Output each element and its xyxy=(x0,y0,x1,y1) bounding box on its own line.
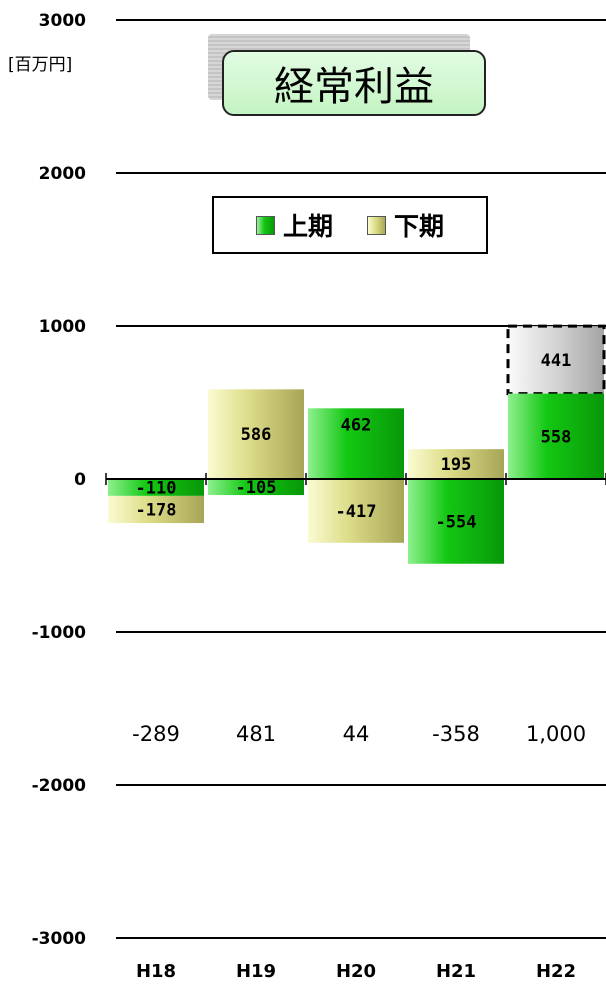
x-tick-label: H21 xyxy=(436,961,476,982)
bar-second-half xyxy=(108,495,204,524)
value-label-second-half: 586 xyxy=(241,425,272,445)
x-tick-label: H20 xyxy=(336,961,376,982)
value-label-second-half: 441 xyxy=(541,351,572,371)
y-tick-label: -2000 xyxy=(32,776,87,796)
x-tick-label: H22 xyxy=(536,961,576,982)
bar-first-half xyxy=(208,479,304,496)
value-label-first-half: -554 xyxy=(436,512,477,532)
bar-first-half xyxy=(408,479,504,564)
y-tick-label: -3000 xyxy=(32,929,87,949)
value-label-second-half: -417 xyxy=(336,502,377,522)
bar-first-half xyxy=(308,408,404,479)
total-label: 481 xyxy=(236,722,276,746)
y-tick-label: 2000 xyxy=(39,164,86,184)
bar-second-half xyxy=(208,389,304,479)
bar-first-half xyxy=(108,479,204,496)
y-tick-label: 3000 xyxy=(39,11,86,31)
total-label: -358 xyxy=(432,722,480,746)
legend: 上期 下期 xyxy=(212,196,488,254)
unit-label: [百万円] xyxy=(8,55,73,75)
bar-second-half xyxy=(308,479,404,543)
value-label-first-half: 558 xyxy=(541,427,572,447)
value-label-second-half: 195 xyxy=(441,455,472,475)
value-label-first-half: -105 xyxy=(236,478,277,498)
x-tick-label: H19 xyxy=(236,961,276,982)
bar-first-half xyxy=(508,393,604,479)
total-label: 1,000 xyxy=(526,722,586,746)
legend-swatch-second-half xyxy=(367,215,386,235)
legend-swatch-first-half xyxy=(255,215,275,235)
legend-item-first-half: 上期 xyxy=(255,207,333,243)
total-label: 44 xyxy=(343,722,370,746)
y-tick-label: 1000 xyxy=(39,317,86,337)
y-tick-label: -1000 xyxy=(32,623,87,643)
y-tick-label: 0 xyxy=(74,470,86,490)
value-label-first-half: -110 xyxy=(136,478,177,498)
chart-title-panel: 経常利益 xyxy=(208,34,490,120)
value-label-second-half: -178 xyxy=(136,500,177,520)
legend-item-second-half: 下期 xyxy=(367,207,444,243)
value-label-first-half: 462 xyxy=(341,415,372,435)
x-tick-label: H18 xyxy=(136,961,176,982)
legend-label-second-half: 下期 xyxy=(394,212,445,241)
chart-title: 経常利益 xyxy=(222,50,486,116)
total-label: -289 xyxy=(132,722,180,746)
legend-label-first-half: 上期 xyxy=(282,212,333,241)
bar-second-half xyxy=(408,449,504,479)
